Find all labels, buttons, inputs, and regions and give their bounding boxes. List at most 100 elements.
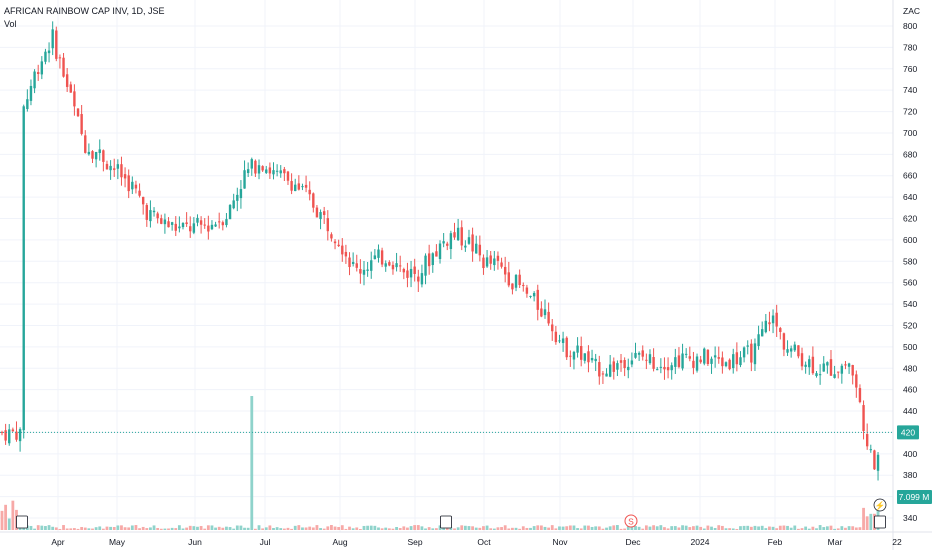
candle-body xyxy=(131,181,134,190)
volume-bar xyxy=(815,528,818,530)
earnings-marker[interactable] xyxy=(440,515,452,529)
candle-body xyxy=(134,184,138,189)
candle-body xyxy=(485,257,489,267)
candle-body xyxy=(40,61,44,75)
volume-bar xyxy=(264,527,268,530)
candle-body xyxy=(123,174,127,179)
grid-lines xyxy=(0,0,893,532)
symbol-title[interactable]: AFRICAN RAINBOW CAP INV, 1D, JSE xyxy=(4,6,165,16)
candle-body xyxy=(837,371,840,373)
price-tick-label: 520 xyxy=(903,320,917,330)
event-marker[interactable] xyxy=(873,498,887,512)
candle-body xyxy=(460,227,463,246)
candle-body xyxy=(319,212,322,220)
candle-body xyxy=(525,287,529,294)
volume-bar xyxy=(214,527,217,530)
volume-bar xyxy=(688,527,692,530)
volume-bar xyxy=(550,525,554,530)
volume-bar xyxy=(315,525,319,530)
volume-bar xyxy=(290,528,293,530)
volume-bar xyxy=(655,526,659,530)
candle-body xyxy=(601,373,605,375)
time-tick-label: Feb xyxy=(768,537,783,547)
time-tick-label: Jul xyxy=(260,537,271,547)
volume-bar xyxy=(800,528,804,530)
volume-bar xyxy=(105,526,109,530)
candle-body xyxy=(145,205,148,220)
volume-bar xyxy=(243,527,246,530)
candle-body xyxy=(221,222,225,226)
volume-bar xyxy=(398,528,402,530)
volume-bar xyxy=(69,528,73,530)
volume-bar xyxy=(521,526,525,530)
volume-bar xyxy=(666,528,670,530)
earnings-marker[interactable] xyxy=(16,515,28,529)
candle-body xyxy=(44,51,47,62)
candle-body xyxy=(771,315,775,324)
volume-bar xyxy=(44,526,47,530)
candle-body xyxy=(536,289,539,310)
candle-body xyxy=(717,357,720,359)
candle-body xyxy=(438,243,442,259)
candle-body xyxy=(456,227,460,241)
candle-body xyxy=(0,432,4,434)
volume-bar xyxy=(366,525,370,530)
candle-body xyxy=(301,186,304,188)
volume-bar xyxy=(619,528,623,530)
volume-bar xyxy=(789,527,793,530)
candle-body xyxy=(551,324,554,332)
volume-bar xyxy=(246,527,250,530)
volume-bar xyxy=(514,527,518,530)
candle-body xyxy=(199,220,203,225)
volume-bar xyxy=(420,526,424,530)
volume-bar xyxy=(94,527,98,530)
volume-bar xyxy=(282,528,286,530)
volume-bar xyxy=(380,528,384,530)
volume-bar xyxy=(648,526,652,530)
candle-body xyxy=(684,353,688,355)
candle-body xyxy=(272,170,275,175)
candle-body xyxy=(4,430,7,441)
candle-body xyxy=(26,99,29,110)
candle-body xyxy=(656,369,659,371)
candle-body xyxy=(608,364,612,377)
candle-body xyxy=(297,183,301,190)
volume-bar xyxy=(829,525,833,530)
candle-body xyxy=(76,108,80,117)
candle-body xyxy=(312,193,315,208)
volume-bar xyxy=(311,527,315,530)
candle-body xyxy=(782,333,786,350)
volume-label[interactable]: Vol xyxy=(4,19,17,29)
split-marker[interactable] xyxy=(624,514,638,528)
candle-body xyxy=(330,234,333,239)
candles xyxy=(0,21,880,481)
candle-body xyxy=(670,365,673,371)
candle-body xyxy=(359,269,362,274)
volume-bar xyxy=(565,526,569,530)
candle-body xyxy=(583,353,587,361)
candle-body xyxy=(815,373,818,377)
volume-bar xyxy=(409,526,413,530)
candle-body xyxy=(797,345,800,357)
candle-body xyxy=(370,260,373,271)
candle-body xyxy=(15,431,18,440)
volume-bar xyxy=(768,526,771,530)
volume-bar xyxy=(438,525,442,530)
volume-bar xyxy=(54,527,58,530)
price-tick-label: 800 xyxy=(903,21,917,31)
time-tick-label: 22 xyxy=(892,537,902,547)
volume-bar xyxy=(355,527,359,530)
volume-bar xyxy=(112,527,116,530)
candle-body xyxy=(688,356,691,359)
earnings-marker[interactable] xyxy=(874,515,886,529)
candle-body xyxy=(779,328,782,332)
candle-body xyxy=(37,72,40,75)
candle-body xyxy=(761,329,764,337)
volume-bar xyxy=(757,526,760,530)
volume-bar xyxy=(297,525,301,530)
volume-bar xyxy=(254,528,257,530)
volume-bar xyxy=(797,528,800,530)
volume-bar xyxy=(463,525,467,530)
volume-bar xyxy=(196,526,199,530)
